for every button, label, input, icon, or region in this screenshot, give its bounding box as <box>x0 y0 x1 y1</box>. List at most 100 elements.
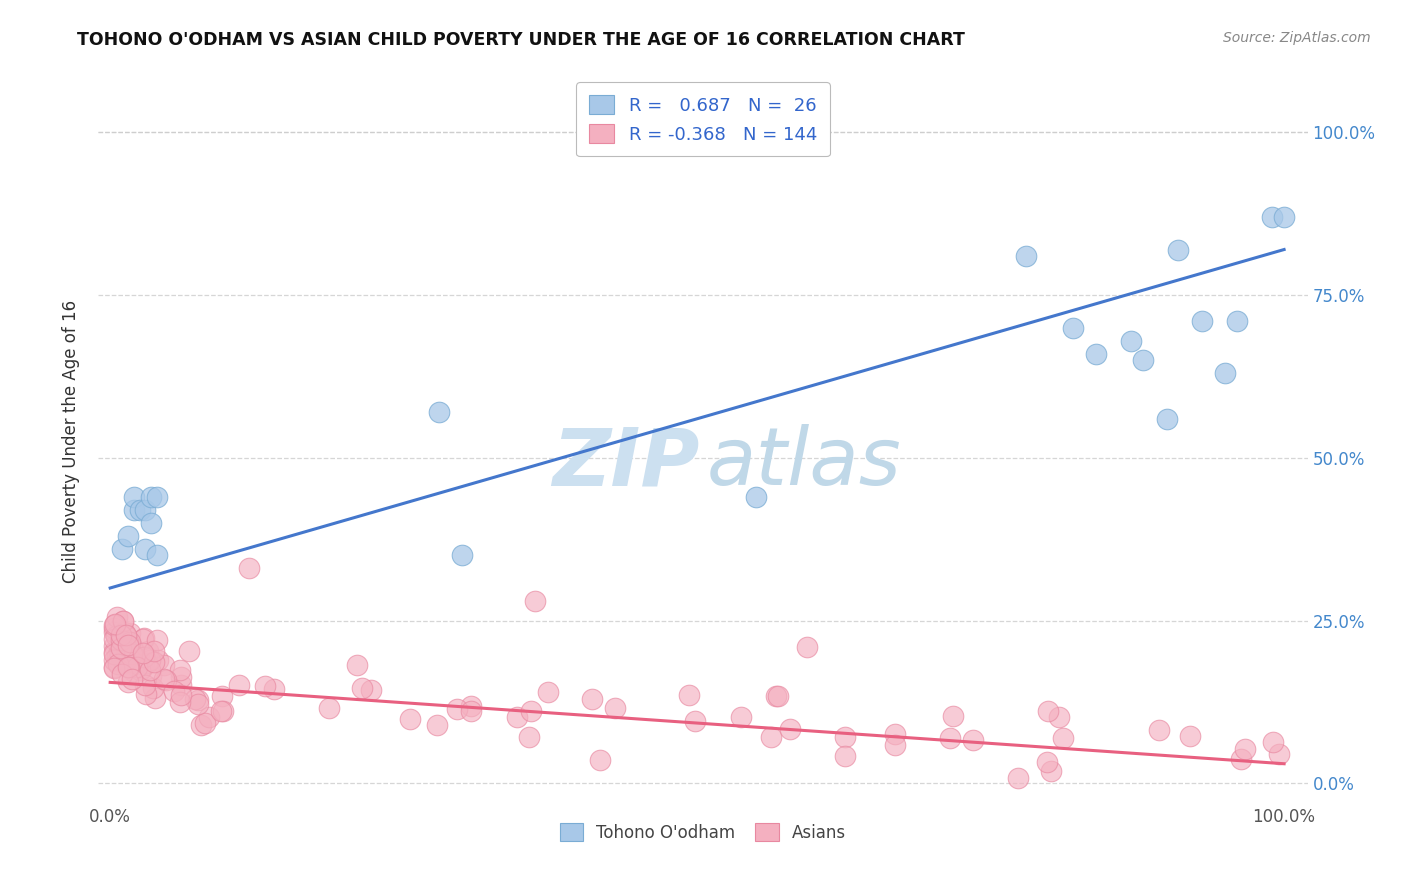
Point <box>683 714 706 728</box>
Point <box>1226 314 1249 328</box>
Point <box>132 631 155 645</box>
Point <box>141 490 163 504</box>
Point <box>1036 704 1059 718</box>
Point <box>103 647 125 661</box>
Point <box>117 529 139 543</box>
Point <box>779 722 801 736</box>
Point <box>942 708 965 723</box>
Point <box>169 663 191 677</box>
Point <box>103 653 125 667</box>
Point <box>1147 723 1170 738</box>
Point <box>125 659 148 673</box>
Point <box>1085 346 1108 360</box>
Point <box>118 659 141 673</box>
Point <box>146 549 169 563</box>
Point <box>146 490 169 504</box>
Point <box>103 639 125 653</box>
Point <box>111 614 134 628</box>
Point <box>110 632 132 647</box>
Point <box>118 635 141 649</box>
Point <box>884 727 907 741</box>
Point <box>212 704 235 718</box>
Point <box>603 701 626 715</box>
Point <box>1062 320 1084 334</box>
Point <box>146 633 169 648</box>
Point <box>103 618 125 632</box>
Point <box>103 624 125 639</box>
Point <box>110 640 132 655</box>
Point <box>122 503 145 517</box>
Point <box>136 656 159 670</box>
Point <box>170 678 193 692</box>
Point <box>134 541 156 556</box>
Point <box>745 490 768 504</box>
Point <box>118 654 141 668</box>
Point <box>1272 210 1295 224</box>
Point <box>451 549 474 563</box>
Point <box>128 503 150 517</box>
Point <box>111 541 134 556</box>
Point <box>506 710 529 724</box>
Point <box>112 657 135 671</box>
Point <box>107 653 129 667</box>
Point <box>460 704 482 718</box>
Point <box>139 669 162 683</box>
Point <box>132 649 155 664</box>
Point <box>730 710 752 724</box>
Point <box>114 645 136 659</box>
Point <box>134 678 156 692</box>
Point <box>834 748 856 763</box>
Text: TOHONO O'ODHAM VS ASIAN CHILD POVERTY UNDER THE AGE OF 16 CORRELATION CHART: TOHONO O'ODHAM VS ASIAN CHILD POVERTY UN… <box>77 31 965 49</box>
Point <box>110 638 132 652</box>
Point <box>120 650 142 665</box>
Point <box>115 652 138 666</box>
Point <box>1039 764 1062 778</box>
Point <box>131 632 153 646</box>
Point <box>1167 243 1189 257</box>
Point <box>146 653 169 667</box>
Point <box>121 647 143 661</box>
Point <box>142 681 165 696</box>
Point <box>115 640 138 654</box>
Point <box>1132 353 1154 368</box>
Point <box>152 658 174 673</box>
Point <box>139 653 162 667</box>
Point <box>110 628 132 642</box>
Point <box>112 625 135 640</box>
Point <box>678 688 700 702</box>
Point <box>142 655 165 669</box>
Point <box>346 657 368 672</box>
Point <box>169 695 191 709</box>
Point <box>163 684 186 698</box>
Point <box>108 644 131 658</box>
Point <box>121 673 143 687</box>
Y-axis label: Child Poverty Under the Age of 16: Child Poverty Under the Age of 16 <box>62 300 80 583</box>
Point <box>122 643 145 657</box>
Point <box>796 640 818 654</box>
Point <box>153 672 176 686</box>
Point <box>143 691 166 706</box>
Point <box>121 664 143 678</box>
Point <box>111 666 134 681</box>
Point <box>766 689 789 703</box>
Point <box>103 661 125 675</box>
Point <box>446 702 468 716</box>
Point <box>108 640 131 655</box>
Point <box>263 682 285 697</box>
Point <box>103 659 125 673</box>
Point <box>117 656 139 670</box>
Point <box>1007 771 1029 785</box>
Point <box>115 628 138 642</box>
Point <box>190 718 212 732</box>
Point <box>427 405 450 419</box>
Point <box>115 629 138 643</box>
Point <box>581 692 603 706</box>
Point <box>128 663 150 677</box>
Point <box>197 710 219 724</box>
Point <box>1233 742 1256 756</box>
Point <box>103 622 125 636</box>
Point <box>352 681 374 696</box>
Point <box>177 643 200 657</box>
Point <box>127 657 149 671</box>
Point <box>253 679 276 693</box>
